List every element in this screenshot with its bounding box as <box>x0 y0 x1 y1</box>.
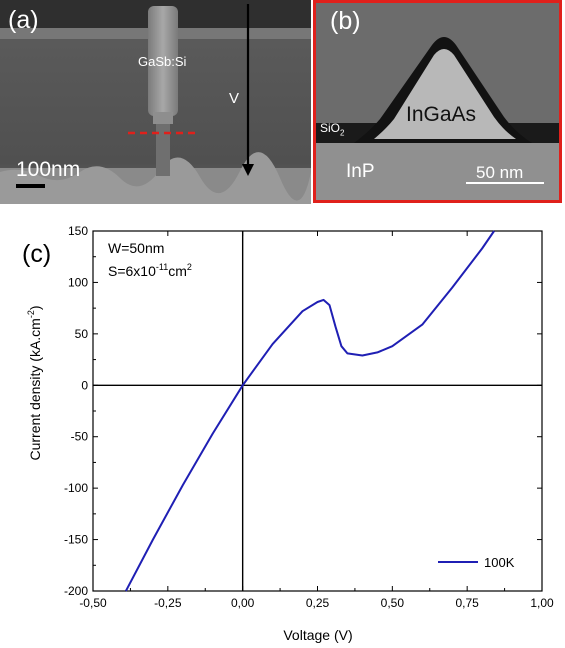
x-tick-label: 0,50 <box>381 596 405 610</box>
panel-b-letter: (b) <box>330 7 361 35</box>
annotation-area: S=6x10-11cm2 <box>108 262 192 279</box>
ingaas-label: InGaAs <box>406 103 477 126</box>
panel-b-sem-image: (b) InGaAs SiO2 InP 50 nm <box>313 0 562 203</box>
y-tick-label: -150 <box>64 533 88 547</box>
plot-frame <box>92 230 543 592</box>
material-label: GaSb:Si <box>138 54 187 69</box>
oxide-label: SiO2 <box>320 121 344 137</box>
oxide-label-subscript: 2 <box>340 128 345 138</box>
panel-c-letter: (c) <box>22 240 51 268</box>
x-tick-label: 1,00 <box>530 596 554 610</box>
y-axis-label-sup: -2 <box>26 310 36 318</box>
annotation-area-unit: cm <box>168 263 187 279</box>
series-line-100K <box>125 230 495 592</box>
y-tick-label: -100 <box>64 481 88 495</box>
x-tick-label: 0,25 <box>306 596 330 610</box>
arrow-label: V <box>229 90 240 107</box>
y-tick-label: 0 <box>81 378 88 392</box>
y-axis-label-main: Current density (kA.cm <box>27 318 43 460</box>
y-axis-label-tail: ) <box>27 305 43 310</box>
panel-a-sem-image: (a) GaSb:Si V 100nm <box>0 0 311 204</box>
x-tick-label: 0,00 <box>231 596 255 610</box>
annotation-area-main: S=6x10 <box>108 263 156 279</box>
x-tick-label: 0,75 <box>455 596 479 610</box>
y-tick-label: -200 <box>64 584 88 598</box>
iv-chart: -0,50 -0,25 0,00 0,25 0,50 0,75 1,00 -200 -150 -1… <box>22 224 554 643</box>
panel-b-graphic <box>316 3 559 200</box>
inp-label: InP <box>346 161 375 182</box>
y-tick-label: -50 <box>71 430 89 444</box>
x-tick-label: -0,25 <box>154 596 182 610</box>
y-tick-label: 50 <box>75 327 89 341</box>
y-tick-label: 150 <box>68 224 88 238</box>
panel-a-graphic <box>0 0 311 204</box>
panel-a-letter: (a) <box>8 6 39 34</box>
y-axis-label: Current density (kA.cm-2) <box>26 305 43 460</box>
x-tick-label: -0,50 <box>79 596 107 610</box>
scale-bar-label: 100nm <box>16 158 81 181</box>
oxide-label-main: SiO <box>320 121 341 135</box>
legend-label: 100K <box>484 555 515 570</box>
y-tick-label: 100 <box>68 275 88 289</box>
annotation-width: W=50nm <box>108 240 164 256</box>
annotation-area-exp: -11 <box>156 262 168 272</box>
x-axis-label: Voltage (V) <box>283 627 352 643</box>
scale-bar-label-b: 50 nm <box>476 163 524 182</box>
annotation-area-unit-exp: 2 <box>187 262 192 272</box>
